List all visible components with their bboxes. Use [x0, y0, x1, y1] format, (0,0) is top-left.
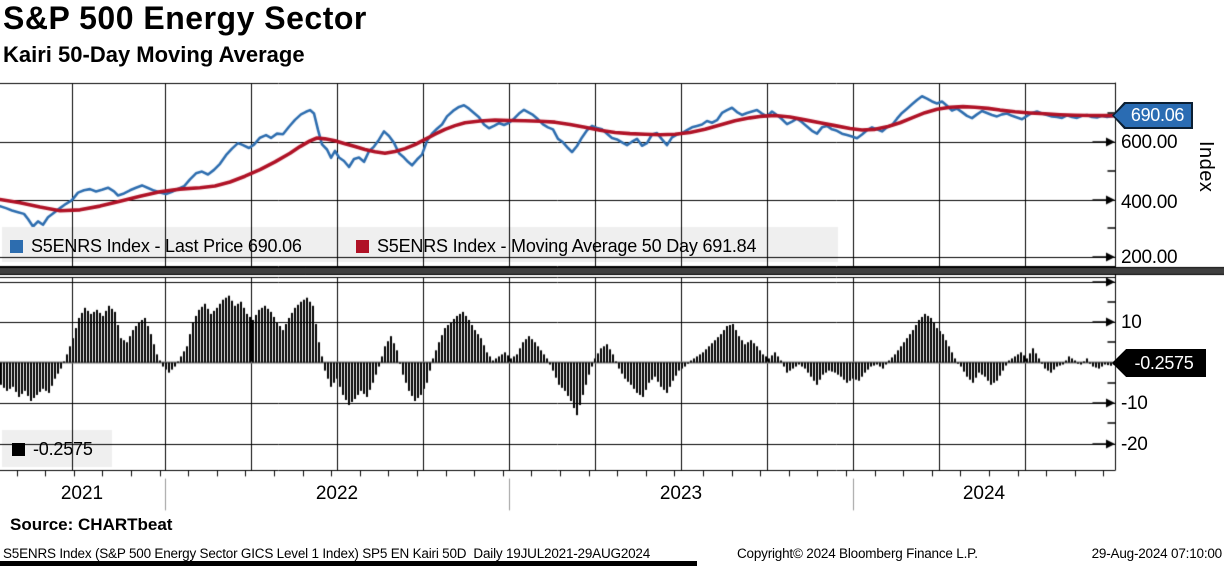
kairi-value-badge-value: -0.2575 — [1114, 351, 1204, 375]
source-label: Source: CHARTbeat — [10, 515, 173, 534]
kairi-legend: -0.2575 — [12, 439, 93, 460]
ma-legend-swatch-icon — [356, 240, 369, 253]
footer-datetime: 29-Aug-2024 07:10:00 — [1091, 546, 1223, 561]
bottom-edge-bar — [0, 561, 697, 566]
y-label-400: 400.00 — [1121, 192, 1178, 213]
x-label-2021: 2021 — [60, 483, 104, 504]
footer-description: S5ENRS Index (S&P 500 Energy Sector GICS… — [3, 546, 651, 561]
price-legend-swatch-icon — [10, 240, 23, 253]
page-title: S&P 500 Energy Sector — [3, 0, 367, 36]
last-price-badge: 690.06 — [1112, 102, 1193, 129]
x-label-2023: 2023 — [659, 483, 703, 504]
x-label-2024: 2024 — [962, 483, 1006, 504]
ma-legend: S5ENRS Index - Moving Average 50 Day 691… — [356, 236, 756, 257]
price-legend-label: S5ENRS Index - Last Price 690.06 — [31, 236, 302, 256]
ma-legend-label: S5ENRS Index - Moving Average 50 Day 691… — [377, 236, 757, 256]
last-price-badge-value: 690.06 — [1114, 104, 1191, 127]
price-legend: S5ENRS Index - Last Price 690.06 — [10, 236, 302, 257]
y-axis-title: Index — [1195, 141, 1217, 193]
x-label-2022: 2022 — [315, 483, 359, 504]
chart-subtitle: Kairi 50-Day Moving Average — [3, 42, 305, 67]
footer-copyright: Copyright© 2024 Bloomberg Finance L.P. — [737, 546, 978, 561]
kairi-legend-label: -0.2575 — [33, 439, 93, 459]
kairi-legend-swatch-icon — [12, 443, 25, 456]
y-label-600: 600.00 — [1121, 132, 1178, 153]
y-label-neg10: -10 — [1121, 393, 1148, 414]
y-label-neg20: -20 — [1121, 434, 1148, 455]
y-label-200: 200.00 — [1121, 247, 1178, 268]
kairi-value-badge: -0.2575 — [1112, 349, 1206, 377]
y-label-10: 10 — [1121, 312, 1142, 333]
